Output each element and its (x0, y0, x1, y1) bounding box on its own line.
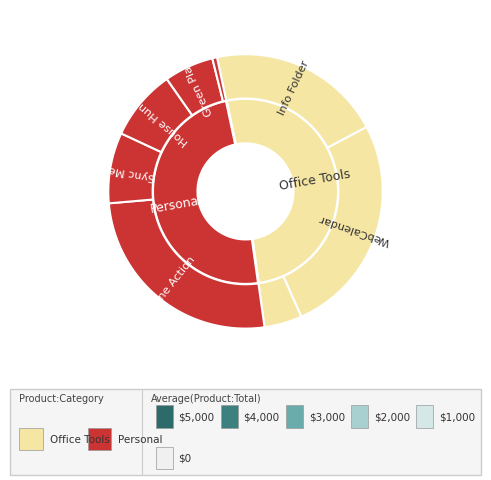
Bar (221, 405, 238, 428)
Text: Info Folder: Info Folder (277, 59, 311, 117)
Text: $4,000: $4,000 (244, 411, 280, 421)
Bar (87, 428, 111, 450)
Bar (416, 405, 433, 428)
Text: Tine Action: Tine Action (151, 254, 197, 309)
Text: $2,000: $2,000 (374, 411, 410, 421)
Polygon shape (258, 276, 301, 327)
Text: $1,000: $1,000 (439, 411, 475, 421)
Bar (286, 405, 303, 428)
Bar (156, 405, 173, 428)
Polygon shape (167, 59, 223, 116)
Polygon shape (153, 101, 258, 285)
Text: Green Plan: Green Plan (181, 58, 215, 118)
Text: $3,000: $3,000 (309, 411, 345, 421)
Polygon shape (109, 200, 265, 329)
Text: $5,000: $5,000 (179, 411, 215, 421)
Polygon shape (121, 80, 192, 153)
Bar (19, 428, 43, 450)
Polygon shape (283, 128, 382, 317)
Text: Average(Product:Total): Average(Product:Total) (151, 393, 262, 403)
Text: $0: $0 (179, 453, 191, 463)
Text: Personal: Personal (118, 434, 163, 444)
Polygon shape (212, 58, 226, 102)
Polygon shape (109, 134, 162, 204)
Circle shape (198, 144, 293, 240)
Text: WebCalendar: WebCalendar (317, 213, 391, 246)
Bar (156, 447, 173, 469)
Text: Office Tools: Office Tools (278, 167, 351, 192)
Text: Product:Category: Product:Category (19, 393, 104, 403)
Bar (351, 405, 368, 428)
Text: Office Tools: Office Tools (50, 434, 110, 444)
FancyBboxPatch shape (10, 389, 481, 475)
Polygon shape (226, 99, 338, 284)
Text: Personal: Personal (149, 193, 204, 215)
Text: House Hunter: House Hunter (125, 90, 190, 147)
Polygon shape (217, 55, 367, 148)
Text: Sync Me: Sync Me (108, 163, 156, 181)
